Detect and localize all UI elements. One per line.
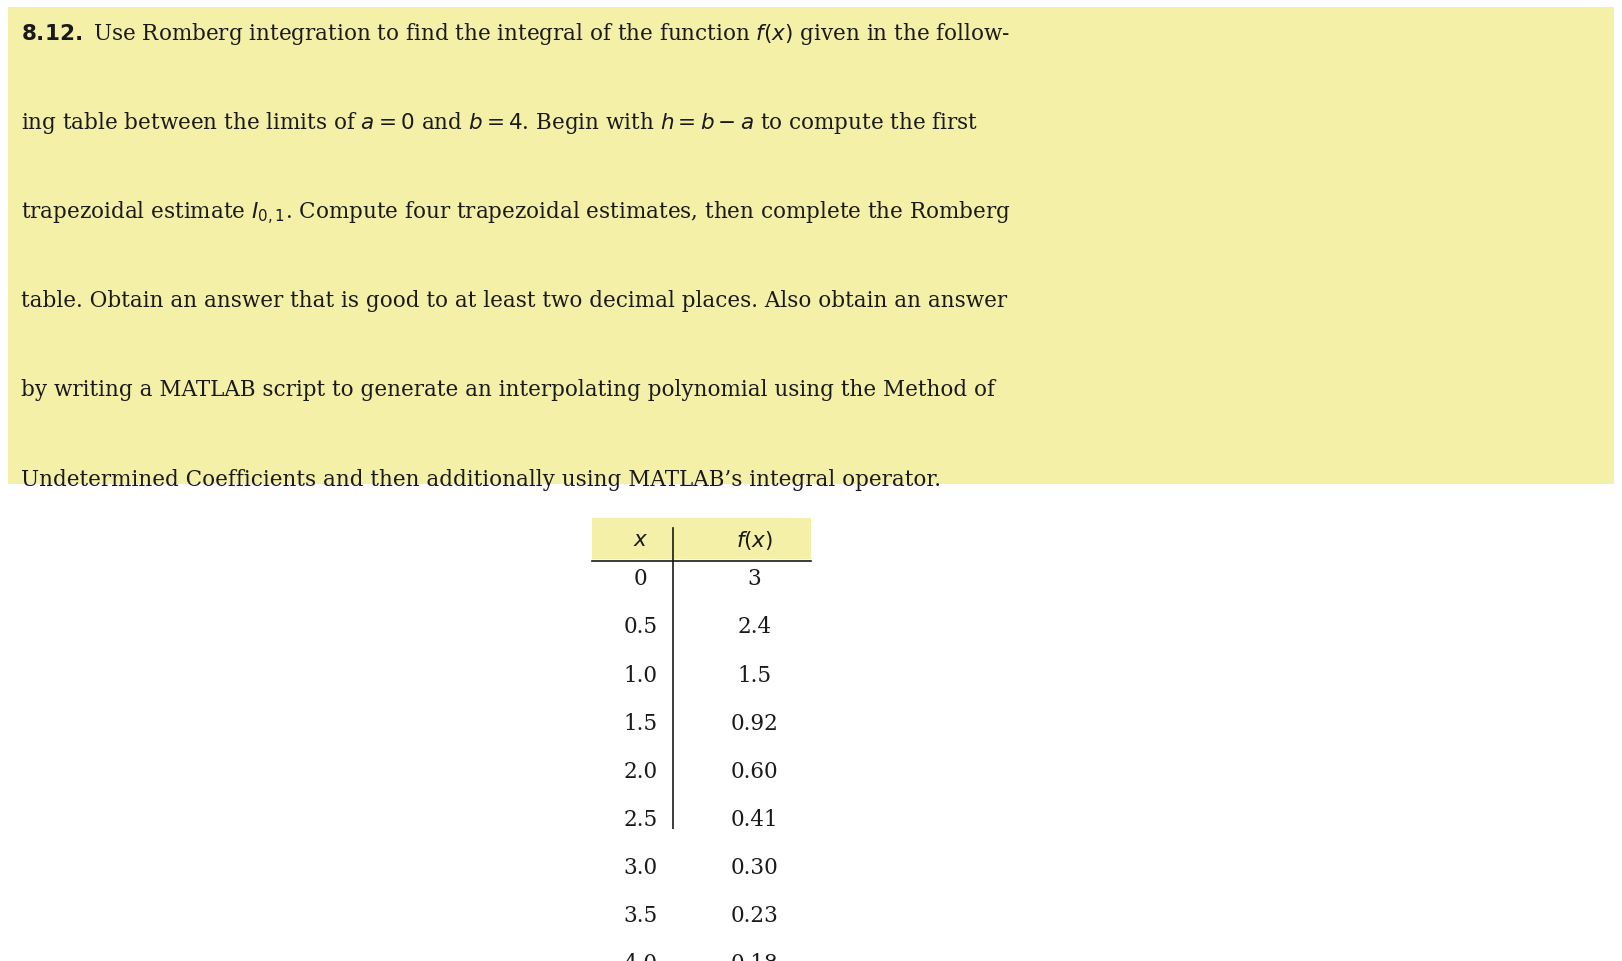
FancyBboxPatch shape (8, 9, 1614, 485)
Text: 0.5: 0.5 (623, 616, 659, 638)
Text: 0.18: 0.18 (730, 952, 779, 961)
Text: 0.92: 0.92 (730, 712, 779, 734)
Text: 2.4: 2.4 (736, 616, 772, 638)
Text: 4.0: 4.0 (624, 952, 657, 961)
Text: trapezoidal estimate $I_{0,1}$. Compute four trapezoidal estimates, then complet: trapezoidal estimate $I_{0,1}$. Compute … (21, 200, 1011, 227)
Text: 0.23: 0.23 (730, 904, 779, 926)
Text: Undetermined Coefficients and then additionally using MATLAB’s integral operator: Undetermined Coefficients and then addit… (21, 468, 941, 490)
Text: 1.0: 1.0 (624, 664, 657, 686)
Text: $f(x)$: $f(x)$ (736, 529, 772, 552)
Text: 1.5: 1.5 (736, 664, 772, 686)
Text: 1.5: 1.5 (623, 712, 659, 734)
Text: 0.30: 0.30 (730, 856, 779, 878)
Text: $x$: $x$ (633, 529, 649, 551)
Text: $\mathbf{8.12.}$ Use Romberg integration to find the integral of the function $f: $\mathbf{8.12.}$ Use Romberg integration… (21, 21, 1011, 47)
Text: 3: 3 (748, 568, 761, 590)
Text: ing table between the limits of $a = 0$ and $b = 4$. Begin with $h = b - a$ to c: ing table between the limits of $a = 0$ … (21, 111, 978, 136)
Text: 0: 0 (634, 568, 647, 590)
Text: 3.5: 3.5 (623, 904, 659, 926)
Text: 0.41: 0.41 (730, 808, 779, 830)
Text: 3.0: 3.0 (623, 856, 659, 878)
Text: 0.60: 0.60 (730, 760, 779, 782)
Text: by writing a MATLAB script to generate an interpolating polynomial using the Met: by writing a MATLAB script to generate a… (21, 379, 994, 401)
Text: 2.0: 2.0 (623, 760, 659, 782)
Text: table. Obtain an answer that is good to at least two decimal places. Also obtain: table. Obtain an answer that is good to … (21, 289, 1007, 311)
Text: 2.5: 2.5 (623, 808, 659, 830)
FancyBboxPatch shape (592, 519, 811, 559)
